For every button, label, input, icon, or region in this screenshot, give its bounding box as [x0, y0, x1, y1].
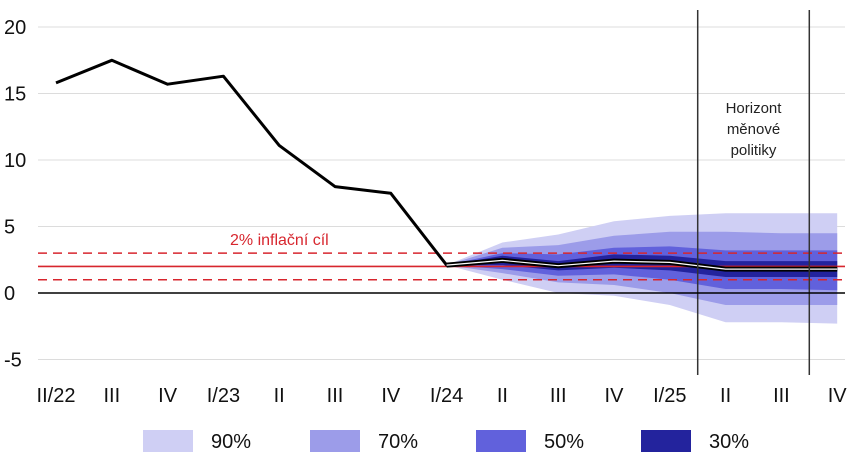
y-tick-label: -5 [4, 350, 22, 372]
legend-swatch [641, 430, 691, 452]
x-tick-label: I/23 [207, 385, 240, 407]
data-lines [55, 58, 838, 272]
target-label: 2% inflační cíl [230, 232, 329, 249]
legend-swatch [476, 430, 526, 452]
legend: 90% 70% 50% 30% [143, 430, 749, 453]
x-tick-label: IV [158, 385, 178, 407]
legend-label: 90% [211, 431, 251, 453]
x-tick-label: II [274, 385, 285, 407]
policy-horizon: Horizont měnové politiky [696, 10, 811, 375]
central-projection-line [446, 259, 838, 270]
x-tick-label: I/25 [653, 385, 686, 407]
horizon-label: Horizont [726, 100, 783, 117]
x-tick-label: III [103, 385, 120, 407]
legend-swatch [143, 430, 193, 452]
x-tick-label: III [550, 385, 567, 407]
x-tick-label: II/22 [37, 385, 76, 407]
legend-label: 70% [378, 431, 418, 453]
legend-label: 50% [544, 431, 584, 453]
y-tick-label: 15 [4, 84, 26, 106]
legend-label: 30% [709, 431, 749, 453]
x-tick-label: II [497, 385, 508, 407]
y-tick-label: 5 [4, 217, 15, 239]
y-tick-label: 20 [4, 17, 26, 39]
y-tick-label: 0 [4, 283, 15, 305]
x-tick-label: IV [605, 385, 625, 407]
x-tick-label: III [773, 385, 790, 407]
horizon-label: politiky [731, 142, 777, 159]
x-tick-label: IV [381, 385, 401, 407]
horizon-label: měnové [727, 121, 780, 138]
y-tick-label: 10 [4, 150, 26, 172]
x-tick-label: I/24 [430, 385, 463, 407]
x-tick-label: II [720, 385, 731, 407]
x-tick-label: III [327, 385, 344, 407]
x-tick-label: IV [828, 385, 848, 407]
legend-swatch [310, 430, 360, 452]
